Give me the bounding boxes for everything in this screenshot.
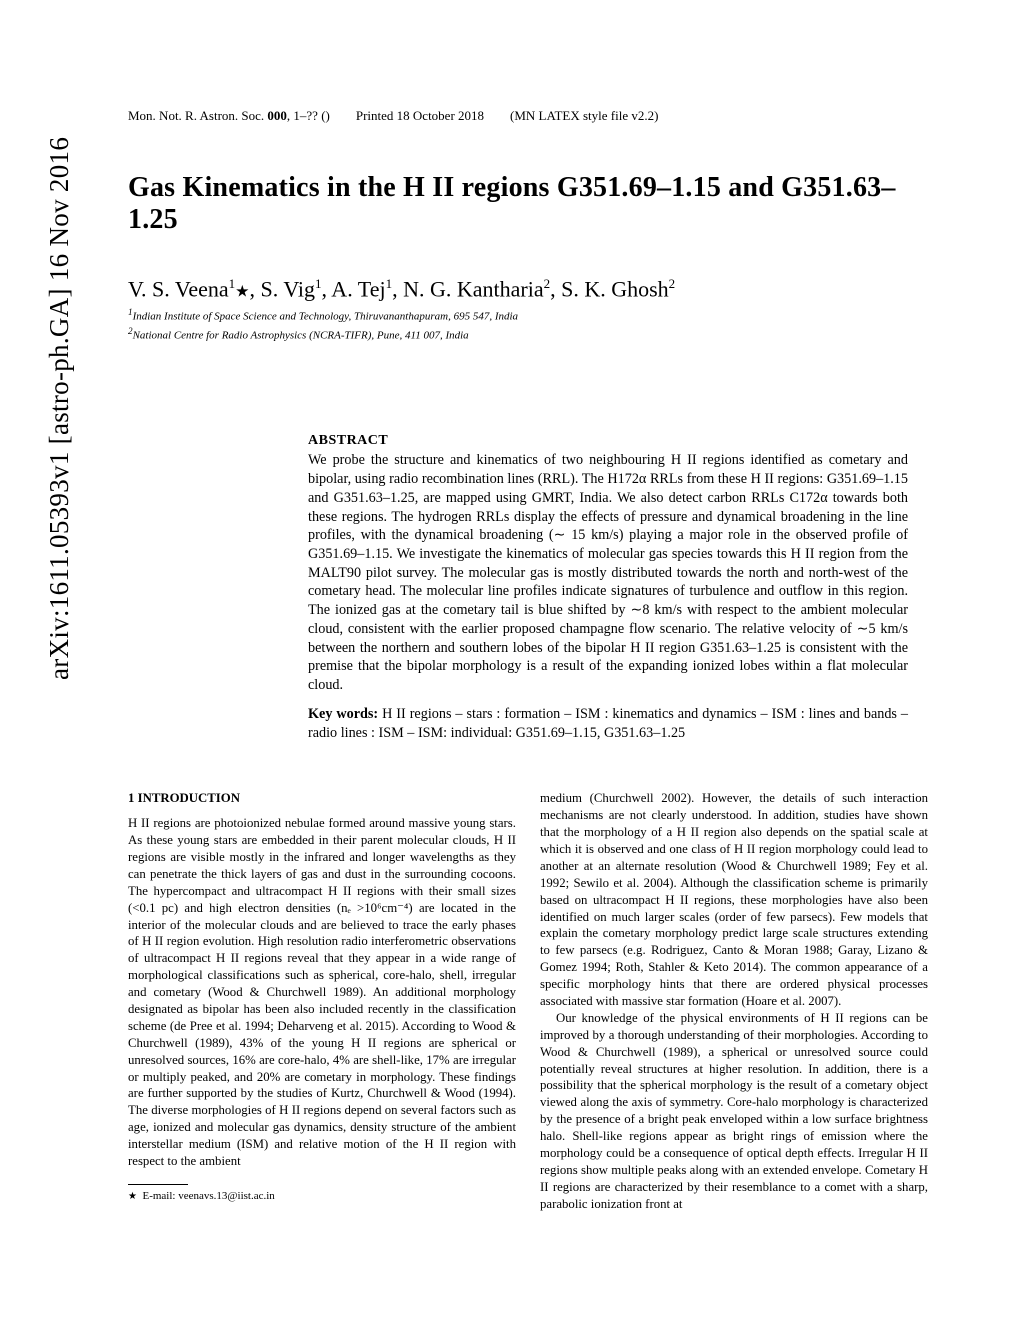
footnote-rule (128, 1184, 188, 1185)
author-list: V. S. Veena1★, S. Vig1, A. Tej1, N. G. K… (128, 276, 928, 302)
affiliation-2: 22 National Centre for Radio Astrophysic… (128, 325, 928, 344)
keywords-label: Key words: (308, 706, 378, 722)
paper-title: Gas Kinematics in the H II regions G351.… (128, 172, 928, 236)
title-pre: Gas Kinematics in the H (128, 172, 432, 203)
column-left: 1 INTRODUCTION H II regions are photoion… (128, 790, 516, 1212)
abstract-heading: ABSTRACT (308, 433, 908, 449)
printed-date: Printed 18 October 2018 (356, 108, 484, 123)
journal-name: Mon. Not. R. Astron. Soc. (128, 108, 264, 123)
journal-header: Mon. Not. R. Astron. Soc. 000, 1–?? () P… (128, 108, 928, 124)
page-content: Mon. Not. R. Astron. Soc. 000, 1–?? () P… (0, 0, 1020, 1253)
body-columns: 1 INTRODUCTION H II regions are photoion… (128, 790, 928, 1212)
journal-pages: , 1–?? () (287, 108, 330, 123)
col2-paragraph-2: Our knowledge of the physical environmen… (540, 1010, 928, 1213)
keywords: Key words: H II regions – stars : format… (308, 705, 908, 742)
journal-volume: 000 (267, 108, 287, 123)
latex-style: (MN LATEX style file v2.2) (510, 108, 658, 123)
column-right: medium (Churchwell 2002). However, the d… (540, 790, 928, 1212)
affiliation-1: 11 Indian Institute of Space Science and… (128, 306, 928, 325)
col2-paragraph-1: medium (Churchwell 2002). However, the d… (540, 790, 928, 1010)
keywords-text: H II regions – stars : formation – ISM :… (308, 706, 908, 741)
footnote: ★ E-mail: veenavs.13@iist.ac.in (128, 1189, 516, 1204)
abstract-block: ABSTRACT We probe the structure and kine… (308, 433, 908, 742)
col1-paragraph-1: H II regions are photoionized nebulae fo… (128, 815, 516, 1170)
title-smallcaps: II (432, 172, 454, 203)
section-1-heading: 1 INTRODUCTION (128, 790, 516, 807)
abstract-text: We probe the structure and kinematics of… (308, 451, 908, 695)
affiliations: 11 Indian Institute of Space Science and… (128, 306, 928, 343)
